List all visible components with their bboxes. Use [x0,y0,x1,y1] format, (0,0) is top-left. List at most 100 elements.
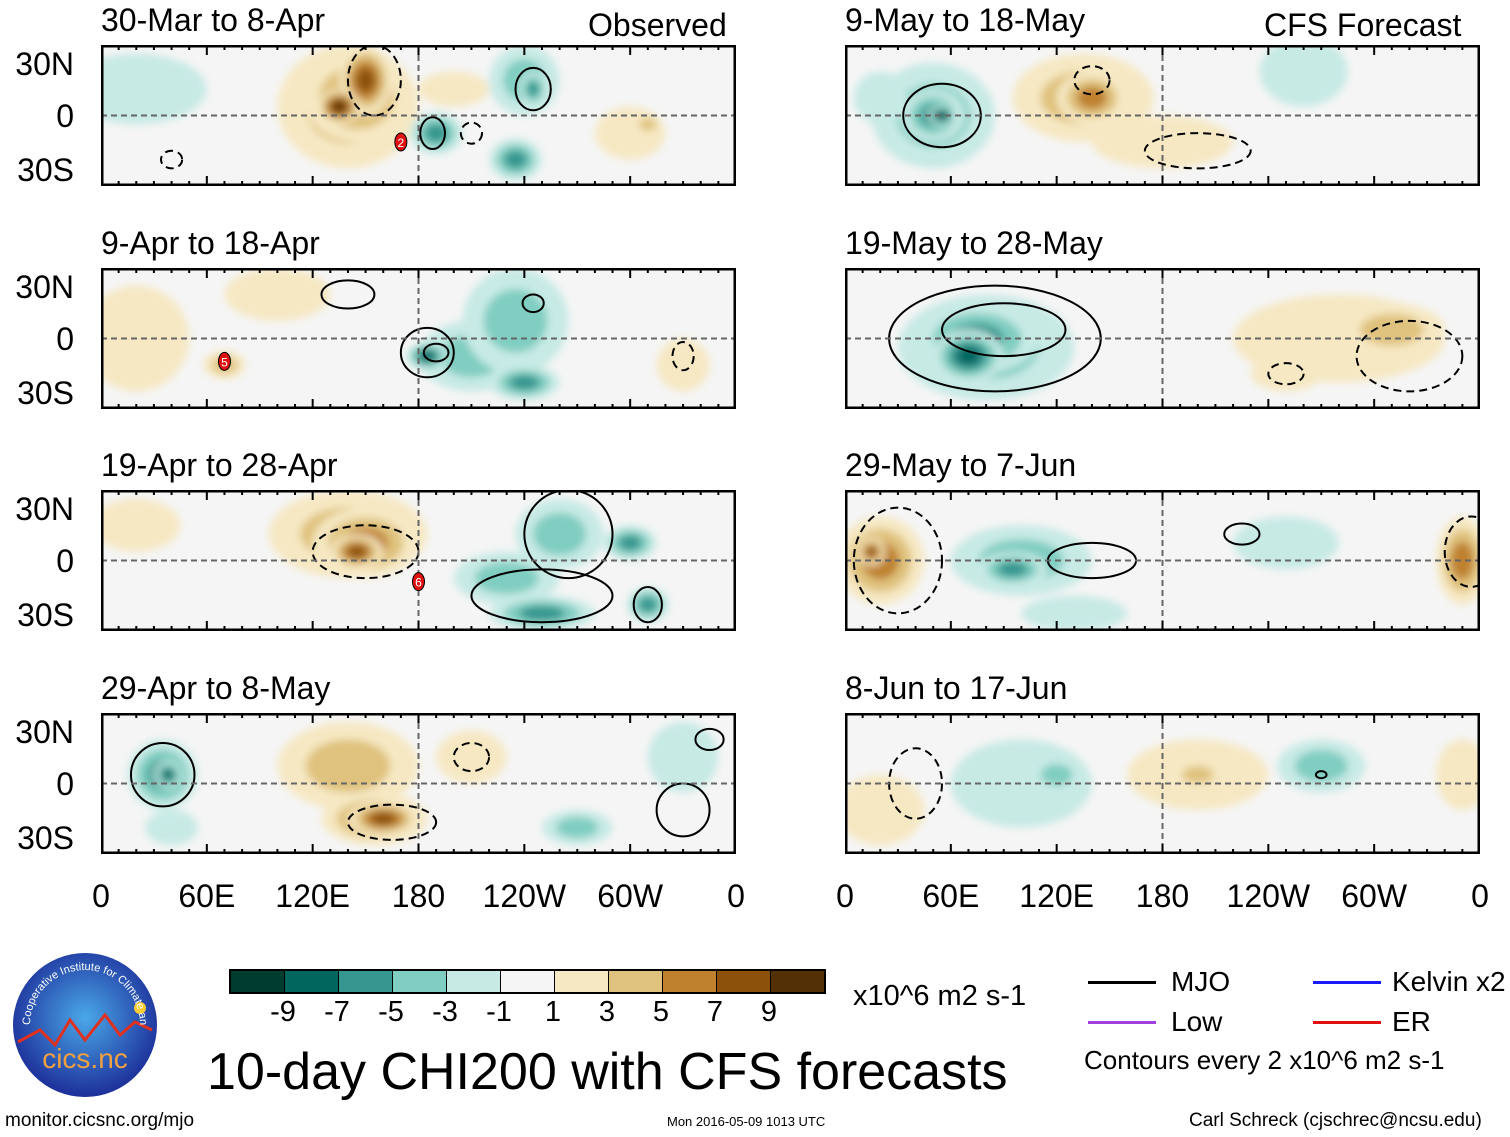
lat-label: 30N [15,46,74,82]
anomaly-shading [656,338,710,392]
legend-low-label: Low [1171,1006,1223,1037]
anomaly-shading [1294,750,1348,782]
lat-label: 0 [56,543,74,579]
lat-label: 30S [17,152,74,188]
footer-url[interactable]: monitor.cicsnc.org/mjo [5,1110,195,1131]
colorbar-tick-label: 3 [598,996,616,1028]
map-forecast [845,713,1480,854]
mjo-contour [632,585,663,624]
anomaly-shading [1233,516,1339,570]
mjo-contour [521,293,545,314]
observed-label: Observed [588,7,727,43]
lat-label: 30S [17,820,74,856]
legend-kelvin-line [1313,981,1381,984]
map-forecast [845,490,1480,631]
lon-label: 180 [1135,878,1190,914]
map-observed: 2 [101,45,736,186]
lat-label: 30N [15,269,74,305]
mjo-contour [419,116,446,150]
mjo-contour [514,66,552,112]
anomaly-shading [418,71,490,107]
mjo-contour [422,342,450,363]
anomaly-shading [1435,739,1480,810]
anomaly-shading [474,562,539,594]
lat-label: 30N [15,714,74,750]
colorbar-swatch [717,971,771,992]
lon-label: 60W [1341,878,1408,914]
anomaly-shading [424,124,448,143]
mjo-contour [1355,319,1464,393]
map-panel: 5 [101,268,736,409]
anomaly-shading [618,535,642,551]
mjo-contour [1223,522,1261,546]
anomaly-shading [1076,86,1108,110]
map-frame [845,490,1480,631]
anomaly-shading [1021,595,1128,631]
map-panel [101,713,736,854]
map-frame [101,268,736,409]
svg-text:cics.nc: cics.nc [42,1043,128,1074]
colorbar-units: x10^6 m2 s-1 [853,980,1027,1012]
storm-marker-icon [394,132,408,152]
colorbar-swatch [447,971,501,992]
map-panel [845,45,1480,186]
colorbar-swatch [393,971,447,992]
lon-label: 60E [178,878,236,914]
panel-title: 30-Mar to 8-Apr [101,2,326,38]
storm-marker-label: 6 [415,576,422,590]
anomaly-shading [853,71,907,125]
anomaly-shading [866,546,877,557]
cics-logo: Cooperative Institute for Climate and Sa… [10,950,157,1097]
anomaly-shading [956,347,981,365]
lat-label: 30S [17,597,74,633]
panel-title: 29-May to 7-Jun [845,447,1077,483]
anomaly-shading [1181,766,1214,784]
mjo-contour [852,506,944,615]
colorbar-swatch [501,971,555,992]
colorbar-tick-label: 9 [760,996,778,1028]
legend-mjo-line [1088,981,1156,984]
anomaly-shading [556,816,599,839]
panel-title: 9-May to 18-May [845,2,1086,38]
anomaly-shading [371,812,395,825]
colorbar-tick-label: -3 [432,996,458,1028]
mjo-contour [452,741,491,773]
map-frame [845,268,1480,409]
panel-title: 9-Apr to 18-Apr [101,225,320,261]
storm-marker-label: 5 [221,355,228,369]
lat-label: 30N [15,491,74,527]
colorbar [229,969,826,994]
legend-low-line [1088,1021,1156,1024]
colorbar-tick-label: -5 [378,996,404,1028]
mjo-contour [1143,132,1252,170]
legend-mjo-label: MJO [1171,966,1231,997]
mjo-contour [129,741,196,808]
map-frame [101,713,736,854]
legend-kelvin-label: Kelvin x2 [1392,966,1506,997]
anomaly-shading [101,498,181,552]
lon-label: 120W [482,878,567,914]
legend-er-line [1313,1021,1381,1024]
contour-note: Contours every 2 x10^6 m2 s-1 [1084,1045,1445,1075]
colorbar-swatch [771,971,824,992]
storm-marker-icon [412,572,425,592]
map-forecast [845,268,1480,409]
anomaly-shading [647,721,719,793]
colorbar-swatch [339,971,393,992]
map-panel [845,713,1480,854]
anomaly-shading [997,561,1028,577]
lon-label: 120E [275,878,351,914]
anomaly-shading [938,112,946,119]
map-frame [101,490,736,631]
anomaly-shading [504,150,527,169]
mjo-contour [1073,65,1111,96]
panel-title: 19-May to 28-May [845,225,1103,261]
map-frame [845,45,1480,186]
anomaly-shading [845,774,925,846]
panel-title: 8-Jun to 17-Jun [845,670,1068,706]
map-panel [845,490,1480,631]
colorbar-swatch [285,971,339,992]
mjo-contour [320,279,376,310]
map-observed: 5 [101,268,736,409]
lon-label: 0 [727,878,745,914]
